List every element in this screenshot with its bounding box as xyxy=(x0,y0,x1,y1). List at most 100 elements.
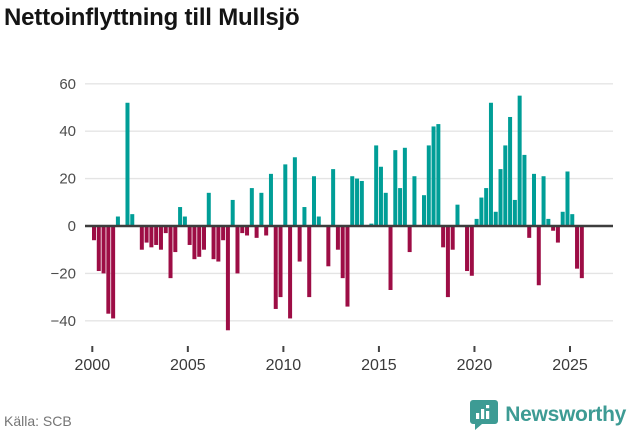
bar xyxy=(182,216,187,226)
y-axis-label: 20 xyxy=(59,171,76,188)
bar xyxy=(546,218,551,226)
bar xyxy=(249,188,254,226)
bar xyxy=(378,166,383,226)
bar xyxy=(178,207,183,226)
bar xyxy=(532,173,536,226)
x-axis-label: 2000 xyxy=(75,357,111,374)
bar xyxy=(527,226,532,238)
y-axis-label: 40 xyxy=(59,123,76,140)
bar xyxy=(551,226,556,231)
bar xyxy=(350,176,355,226)
x-tick xyxy=(282,346,285,352)
bar xyxy=(245,226,250,236)
bar xyxy=(455,204,460,226)
y-axis-label: −20 xyxy=(51,265,76,282)
bar xyxy=(273,226,278,309)
y-axis-label: 0 xyxy=(68,218,76,235)
bar xyxy=(331,169,336,226)
bar xyxy=(555,226,560,243)
bar xyxy=(254,226,259,238)
bar xyxy=(96,226,101,272)
bar xyxy=(465,226,470,272)
bar xyxy=(469,226,474,276)
x-axis-label: 2020 xyxy=(457,357,493,374)
bar xyxy=(441,226,446,248)
y-axis-label: −40 xyxy=(51,313,76,330)
bar xyxy=(111,226,116,319)
bar xyxy=(139,226,144,250)
bar xyxy=(268,173,273,226)
bar xyxy=(522,154,527,226)
y-axis-label: 60 xyxy=(59,76,76,93)
bar xyxy=(154,226,159,245)
bar xyxy=(335,226,340,250)
bar xyxy=(292,157,297,226)
bar xyxy=(560,211,565,226)
x-axis-label: 2025 xyxy=(552,357,588,374)
x-axis-label: 2010 xyxy=(266,357,302,374)
bar xyxy=(202,226,206,250)
bar xyxy=(426,145,431,226)
bar xyxy=(393,150,398,226)
bar xyxy=(125,102,130,226)
bar xyxy=(130,214,135,226)
x-tick xyxy=(91,346,94,352)
x-tick xyxy=(473,346,476,352)
bar xyxy=(575,226,580,269)
bar xyxy=(216,226,221,262)
bar xyxy=(221,226,226,241)
bar xyxy=(283,164,288,226)
bar xyxy=(565,171,570,226)
bar xyxy=(340,226,345,279)
bar xyxy=(115,216,120,226)
bar xyxy=(230,199,235,226)
net-migration-bar-chart: 60 40 20 0 −20 −40 2000 2005 2010 2015 2020 2025 xyxy=(51,76,613,374)
bar xyxy=(158,226,163,250)
bar xyxy=(326,226,331,267)
bar xyxy=(264,226,269,236)
newsworthy-logo-icon xyxy=(470,400,499,430)
bar xyxy=(278,226,283,298)
bar xyxy=(398,188,403,226)
bar xyxy=(259,192,264,226)
bar xyxy=(412,176,417,226)
bar xyxy=(536,226,541,286)
bar xyxy=(493,211,498,226)
bar xyxy=(192,226,197,260)
logo-bars xyxy=(476,405,490,419)
bar xyxy=(144,226,149,243)
bar xyxy=(355,178,360,226)
bar xyxy=(402,147,407,226)
bar xyxy=(316,216,321,226)
bar xyxy=(235,226,240,274)
bar xyxy=(445,226,450,298)
bar xyxy=(297,226,302,262)
bar xyxy=(512,199,517,226)
x-tick xyxy=(186,346,189,352)
bar xyxy=(312,176,316,226)
bar xyxy=(225,226,230,331)
bar xyxy=(302,207,307,226)
source-label: Källa: SCB xyxy=(4,413,72,429)
x-axis-label: 2015 xyxy=(361,357,397,374)
bar xyxy=(168,226,173,279)
bar xyxy=(211,226,216,260)
bar xyxy=(517,95,522,227)
bar xyxy=(197,226,202,257)
bar xyxy=(206,192,211,226)
bar xyxy=(579,226,584,279)
bar xyxy=(474,218,479,226)
bar xyxy=(422,195,426,226)
bar xyxy=(92,226,96,241)
bar xyxy=(359,180,364,226)
bar xyxy=(488,102,493,226)
bar xyxy=(173,226,178,253)
bar xyxy=(508,116,513,226)
bar xyxy=(388,226,393,290)
x-axis-label: 2005 xyxy=(170,357,206,374)
x-tick xyxy=(569,346,571,352)
bar xyxy=(431,126,436,226)
bar xyxy=(240,226,245,234)
bar xyxy=(570,214,575,226)
bar xyxy=(498,169,503,226)
